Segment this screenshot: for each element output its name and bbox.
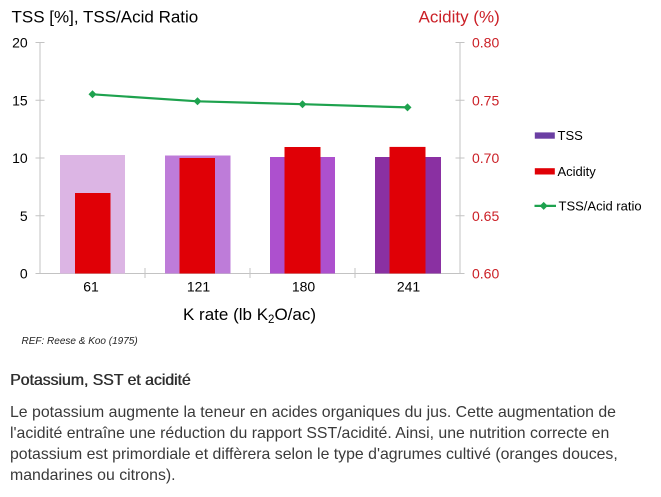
svg-text:180: 180 <box>292 279 316 295</box>
svg-text:TSS [%], TSS/Acid Ratio: TSS [%], TSS/Acid Ratio <box>12 8 199 27</box>
svg-text:Acidity: Acidity <box>558 164 597 179</box>
svg-text:20: 20 <box>12 35 28 51</box>
svg-text:Acidity (%): Acidity (%) <box>419 8 500 27</box>
svg-text:5: 5 <box>20 208 28 224</box>
svg-text:241: 241 <box>397 279 421 295</box>
svg-text:TSS: TSS <box>558 128 584 143</box>
svg-text:TSS/Acid ratio: TSS/Acid ratio <box>559 198 642 213</box>
svg-text:61: 61 <box>83 279 99 295</box>
svg-text:0.70: 0.70 <box>472 150 499 166</box>
svg-text:K rate (lb K2O/ac): K rate (lb K2O/ac) <box>183 305 316 326</box>
svg-text:10: 10 <box>12 150 28 166</box>
svg-text:15: 15 <box>12 92 28 108</box>
svg-text:0.65: 0.65 <box>472 208 499 224</box>
svg-text:0.60: 0.60 <box>472 266 499 282</box>
svg-text:0.80: 0.80 <box>472 35 499 51</box>
svg-text:121: 121 <box>187 279 211 295</box>
svg-text:REF: Reese & Koo (1975): REF: Reese & Koo (1975) <box>22 336 138 347</box>
svg-text:0.75: 0.75 <box>472 92 499 108</box>
svg-text:0: 0 <box>20 266 28 282</box>
